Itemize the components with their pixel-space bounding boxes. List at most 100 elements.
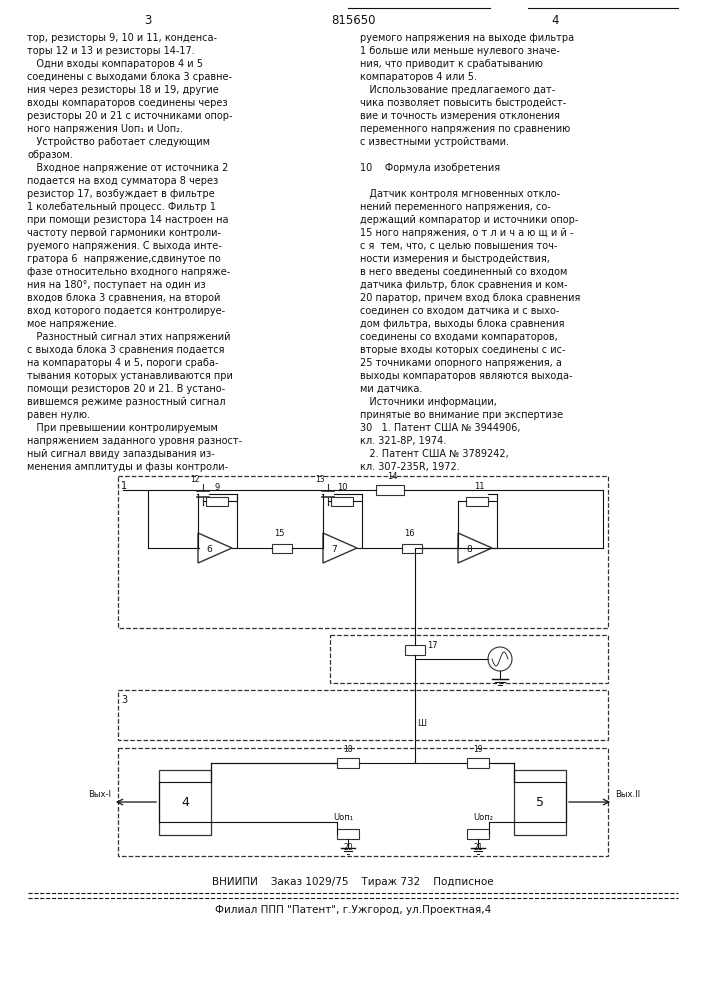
Text: равен нулю.: равен нулю. — [27, 410, 90, 420]
Text: компараторов 4 или 5.: компараторов 4 или 5. — [360, 72, 477, 82]
Text: Ш: Ш — [417, 718, 426, 728]
Text: выходы компараторов являются выхода-: выходы компараторов являются выхода- — [360, 371, 573, 381]
Text: тор, резисторы 9, 10 и 11, конденса-: тор, резисторы 9, 10 и 11, конденса- — [27, 33, 217, 43]
Text: 1 больше или меньше нулевого значе-: 1 больше или меньше нулевого значе- — [360, 46, 560, 56]
Text: соединен со входом датчика и с выхо-: соединен со входом датчика и с выхо- — [360, 306, 559, 316]
Text: принятые во внимание при экспертизе: принятые во внимание при экспертизе — [360, 410, 563, 420]
Bar — [118, 690, 608, 740]
Text: вие и точность измерения отклонения: вие и точность измерения отклонения — [360, 111, 560, 121]
Text: подается на вход сумматора 8 через: подается на вход сумматора 8 через — [27, 176, 218, 186]
Text: резистор 17, возбуждает в фильтре: резистор 17, возбуждает в фильтре — [27, 189, 215, 199]
Text: 15 ного напряжения, о т л и ч а ю щ и й -: 15 ного напряжения, о т л и ч а ю щ и й … — [360, 228, 573, 238]
Bar — [466, 496, 488, 506]
Text: 13: 13 — [315, 475, 325, 484]
Bar — [118, 476, 608, 628]
Text: 815650: 815650 — [331, 14, 375, 27]
Text: Uоп₁: Uоп₁ — [333, 813, 353, 822]
Text: мое напряжение.: мое напряжение. — [27, 319, 117, 329]
Text: ности измерения и быстродействия,: ности измерения и быстродействия, — [360, 254, 550, 264]
Text: 10: 10 — [337, 483, 347, 492]
Bar — [402, 544, 421, 552]
Text: 2. Патент США № 3789242,: 2. Патент США № 3789242, — [360, 449, 509, 459]
Text: Датчик контроля мгновенных откло-: Датчик контроля мгновенных откло- — [360, 189, 560, 199]
Text: 1 колебательный процесс. Фильтр 1: 1 колебательный процесс. Фильтр 1 — [27, 202, 216, 212]
Bar — [405, 645, 425, 655]
Bar — [337, 829, 359, 839]
Text: фазе относительно входного напряже-: фазе относительно входного напряже- — [27, 267, 230, 277]
Text: ный сигнал ввиду запаздывания из-: ный сигнал ввиду запаздывания из- — [27, 449, 215, 459]
Text: держащий компаратор и источники опор-: держащий компаратор и источники опор- — [360, 215, 578, 225]
Bar — [376, 485, 404, 495]
Text: вторые входы которых соединены с ис-: вторые входы которых соединены с ис- — [360, 345, 566, 355]
Text: ВНИИПИ    Заказ 1029/75    Тираж 732    Подписное: ВНИИПИ Заказ 1029/75 Тираж 732 Подписное — [212, 877, 493, 887]
Text: 15: 15 — [274, 529, 285, 538]
Text: кл. 321-8Р, 1974.: кл. 321-8Р, 1974. — [360, 436, 446, 446]
Bar — [206, 496, 228, 506]
Text: чика позволяет повысить быстродейст-: чика позволяет повысить быстродейст- — [360, 98, 566, 108]
Text: Источники информации,: Источники информации, — [360, 397, 497, 407]
Text: вход которого подается контролируе-: вход которого подается контролируе- — [27, 306, 225, 316]
Text: 10    Формула изобретения: 10 Формула изобретения — [360, 163, 500, 173]
Text: 3: 3 — [121, 695, 127, 705]
Text: 4: 4 — [551, 14, 559, 27]
Bar — [337, 758, 359, 768]
Text: при помощи резистора 14 настроен на: при помощи резистора 14 настроен на — [27, 215, 228, 225]
Text: дом фильтра, выходы блока сравнения: дом фильтра, выходы блока сравнения — [360, 319, 564, 329]
Text: 3: 3 — [144, 14, 152, 27]
Text: переменного напряжения по сравнению: переменного напряжения по сравнению — [360, 124, 571, 134]
Text: Устройство работает следующим: Устройство работает следующим — [27, 137, 210, 147]
Text: датчика фильтр, блок сравнения и ком-: датчика фильтр, блок сравнения и ком- — [360, 280, 568, 290]
Text: руемого напряжения. С выхода инте-: руемого напряжения. С выхода инте- — [27, 241, 222, 251]
Text: 16: 16 — [404, 529, 415, 538]
Text: резисторы 20 и 21 с источниками опор-: резисторы 20 и 21 с источниками опор- — [27, 111, 233, 121]
Text: При превышении контролируемым: При превышении контролируемым — [27, 423, 218, 433]
Bar — [514, 770, 566, 834]
Text: с известными устройствами.: с известными устройствами. — [360, 137, 509, 147]
Text: 7: 7 — [331, 544, 337, 554]
Text: менения амплитуды и фазы контроли-: менения амплитуды и фазы контроли- — [27, 462, 228, 472]
Text: 8: 8 — [466, 544, 472, 554]
Bar — [467, 758, 489, 768]
Text: соединены с выходами блока 3 сравне-: соединены с выходами блока 3 сравне- — [27, 72, 232, 82]
Text: 20: 20 — [343, 843, 353, 852]
Bar — [159, 770, 211, 834]
Text: с я  тем, что, с целью повышения точ-: с я тем, что, с целью повышения точ- — [360, 241, 557, 251]
Text: нений переменного напряжения, со-: нений переменного напряжения, со- — [360, 202, 551, 212]
Text: 1: 1 — [121, 481, 127, 491]
Text: 11: 11 — [474, 482, 484, 491]
Text: ния, что приводит к срабатыванию: ния, что приводит к срабатыванию — [360, 59, 543, 69]
Text: образом.: образом. — [27, 150, 73, 160]
Text: Вых.II: Вых.II — [615, 790, 640, 799]
Text: Входное напряжение от источника 2: Входное напряжение от источника 2 — [27, 163, 228, 173]
Text: Одни входы компараторов 4 и 5: Одни входы компараторов 4 и 5 — [27, 59, 203, 69]
Text: 25 точниками опорного напряжения, а: 25 точниками опорного напряжения, а — [360, 358, 562, 368]
Text: 14: 14 — [387, 472, 397, 481]
Text: входы компараторов соединены через: входы компараторов соединены через — [27, 98, 228, 108]
Text: Использование предлагаемого дат-: Использование предлагаемого дат- — [360, 85, 555, 95]
Text: ния через резисторы 18 и 19, другие: ния через резисторы 18 и 19, другие — [27, 85, 218, 95]
Bar — [118, 748, 608, 856]
Text: вившемся режиме разностный сигнал: вившемся режиме разностный сигнал — [27, 397, 226, 407]
Text: 12: 12 — [190, 475, 200, 484]
Text: на компараторы 4 и 5, пороги сраба-: на компараторы 4 и 5, пороги сраба- — [27, 358, 218, 368]
Bar — [331, 496, 353, 506]
Text: торы 12 и 13 и резисторы 14-17.: торы 12 и 13 и резисторы 14-17. — [27, 46, 194, 56]
Text: 4: 4 — [181, 796, 189, 808]
Text: 21: 21 — [473, 843, 483, 852]
Text: напряжением заданного уровня разност-: напряжением заданного уровня разност- — [27, 436, 242, 446]
Text: соединены со входами компараторов,: соединены со входами компараторов, — [360, 332, 558, 342]
Text: Uоп₂: Uоп₂ — [473, 813, 493, 822]
Bar — [467, 829, 489, 839]
Text: помощи резисторов 20 и 21. В устано-: помощи резисторов 20 и 21. В устано- — [27, 384, 225, 394]
Text: тывания которых устанавливаются при: тывания которых устанавливаются при — [27, 371, 233, 381]
Text: кл. 307-235R, 1972.: кл. 307-235R, 1972. — [360, 462, 460, 472]
Text: частоту первой гармоники контроли-: частоту первой гармоники контроли- — [27, 228, 221, 238]
Bar — [330, 635, 608, 683]
Text: 30   1. Патент США № 3944906,: 30 1. Патент США № 3944906, — [360, 423, 520, 433]
Text: 5: 5 — [536, 796, 544, 808]
Text: 17: 17 — [427, 641, 438, 650]
Text: в него введены соединенный со входом: в него введены соединенный со входом — [360, 267, 568, 277]
Text: 18: 18 — [344, 745, 353, 754]
Text: Разностный сигнал этих напряжений: Разностный сигнал этих напряжений — [27, 332, 230, 342]
Text: с выхода блока 3 сравнения подается: с выхода блока 3 сравнения подается — [27, 345, 225, 355]
